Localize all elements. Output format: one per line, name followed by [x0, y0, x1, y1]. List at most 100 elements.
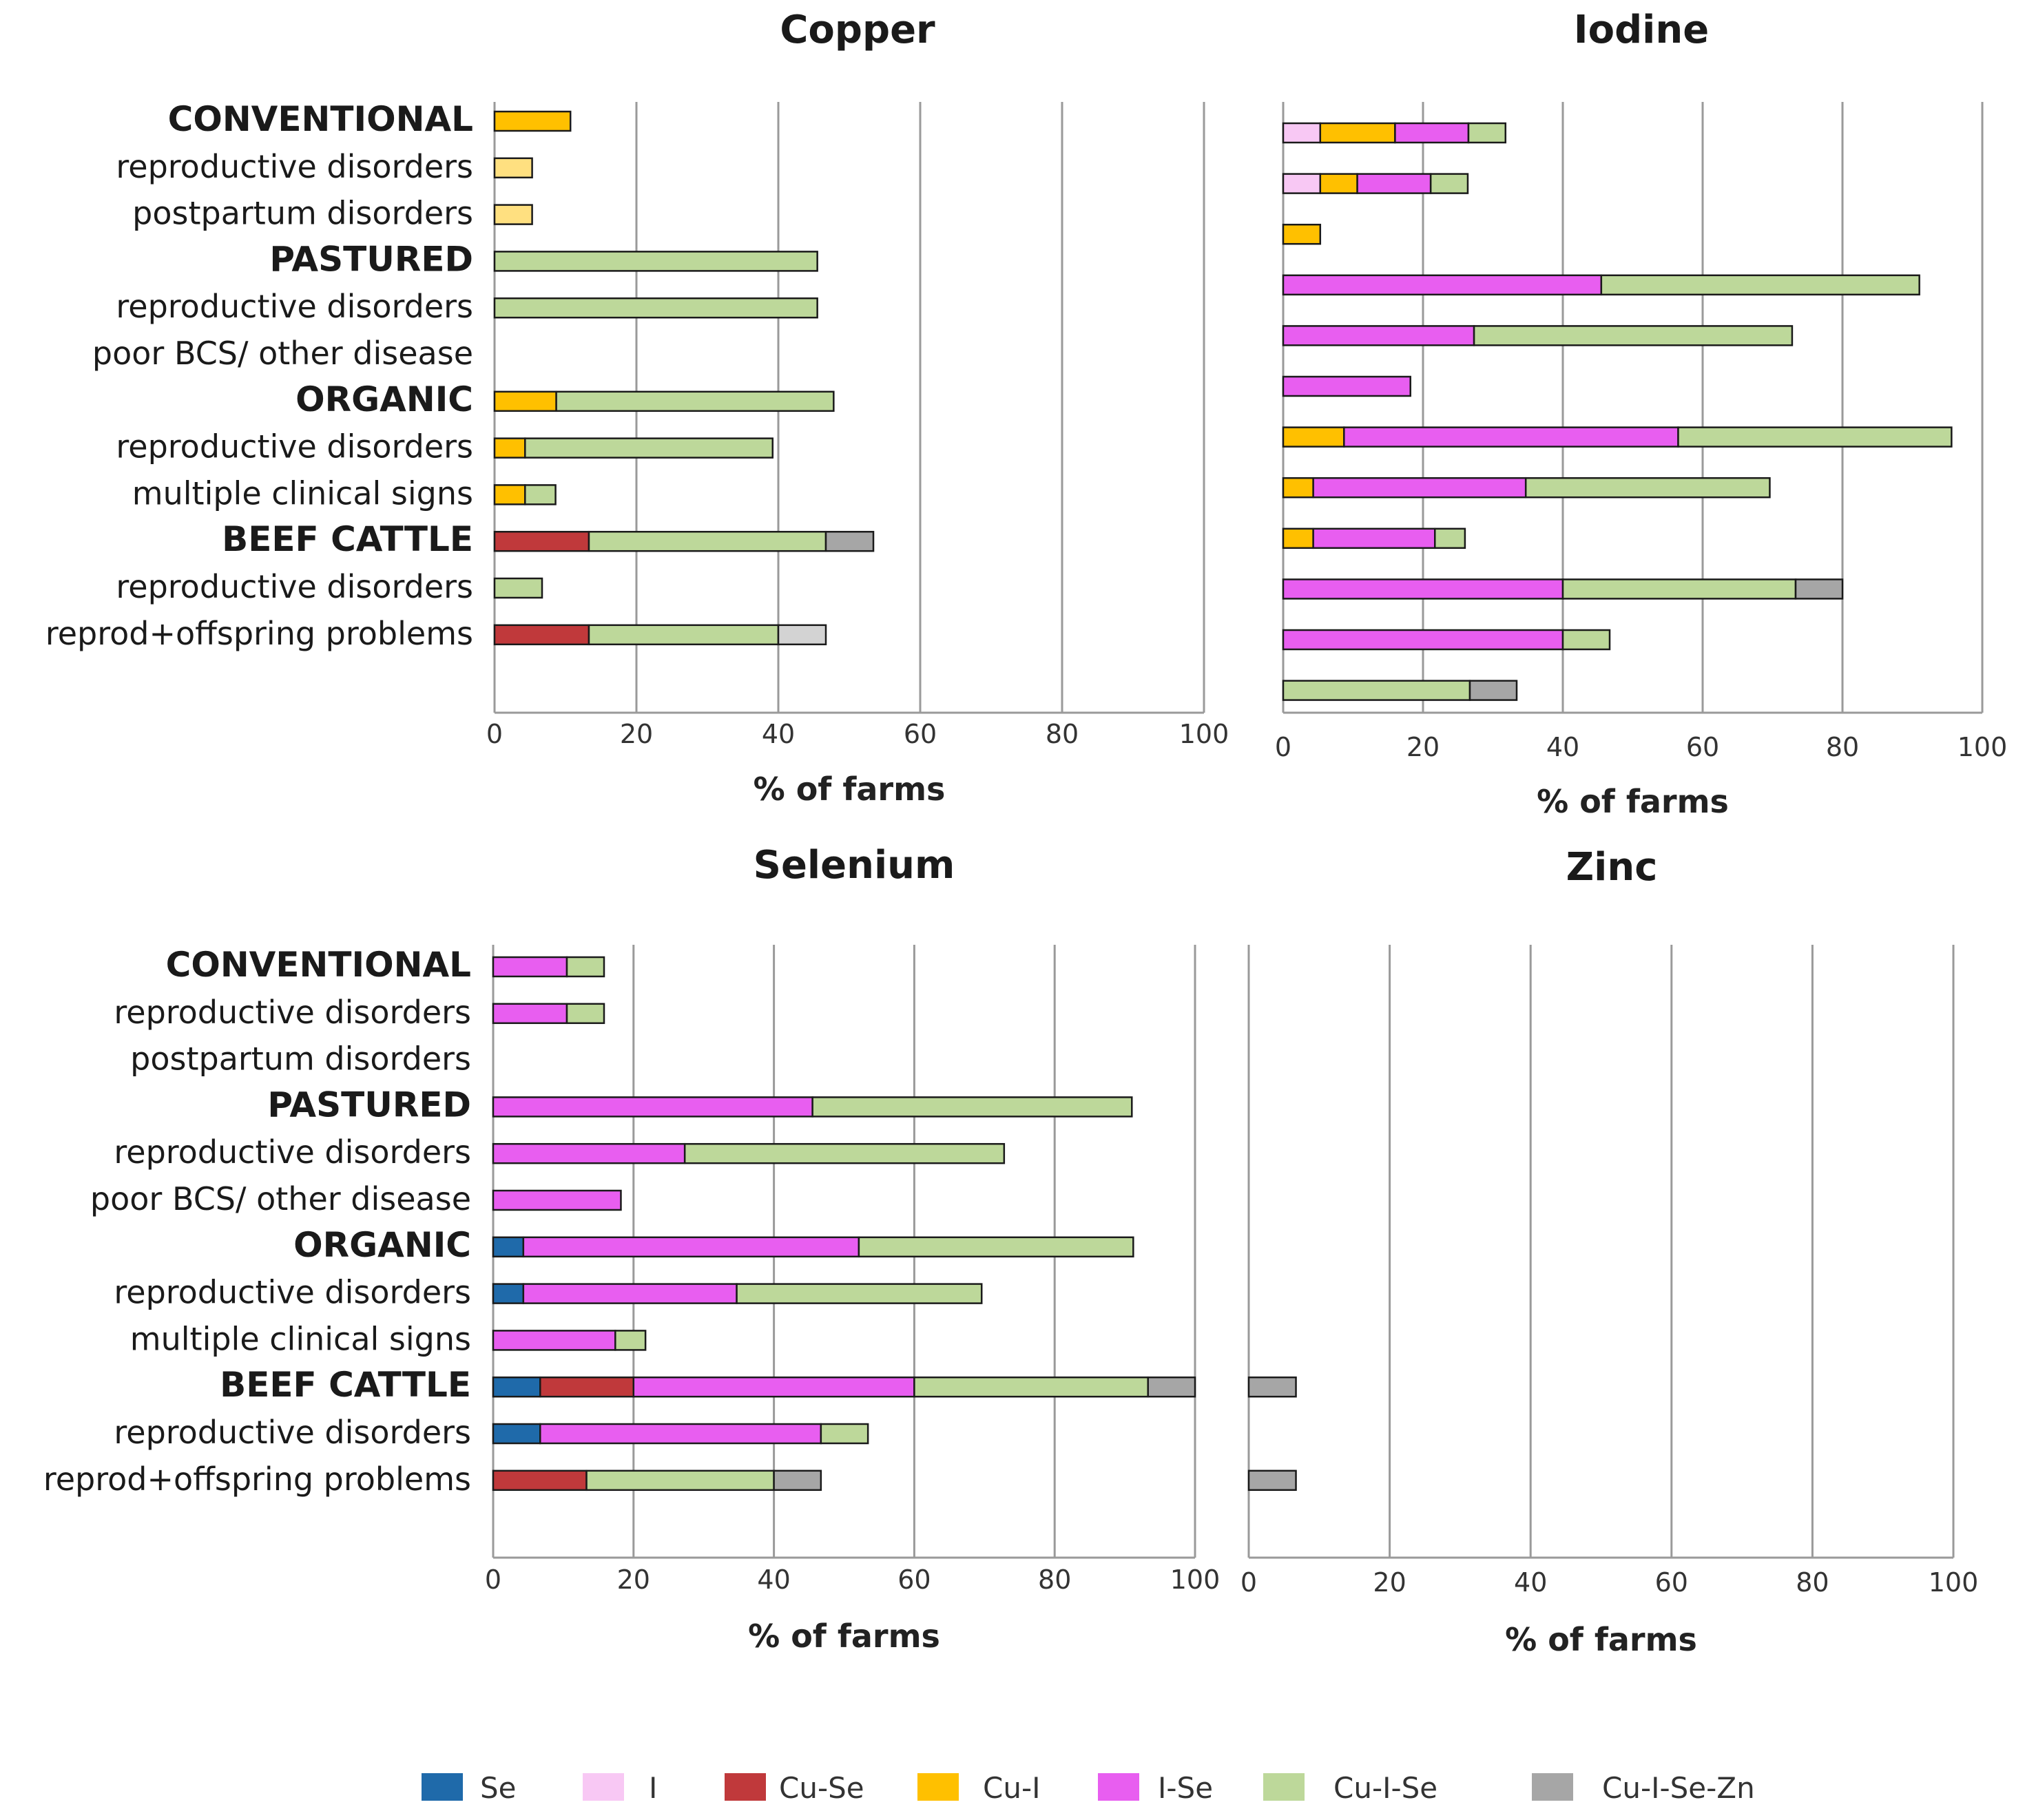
tick-label-iodine-60: 60 — [1686, 732, 1719, 762]
panel-zinc: Zinc 0 20 40 60 80 100 % of farms — [1240, 845, 1978, 1658]
tick-label-copper-0: 0 — [486, 719, 503, 749]
tick-label-zinc-20: 20 — [1373, 1567, 1406, 1598]
bar-iodine-9-cu-i-se — [1561, 578, 1797, 600]
bar-selenium-11-cu-se — [492, 1469, 588, 1492]
bar-iodine-1-cu-i-se — [1429, 173, 1469, 194]
bar-iodine-1-cu-i — [1319, 173, 1358, 194]
category-label-selenium-2: postpartum disorders — [130, 1040, 471, 1078]
bar-copper-11-cu-i-se-zn — [777, 624, 827, 646]
tick-label-iodine-100: 100 — [1958, 732, 2008, 762]
legend-swatch-cu-se — [725, 1773, 766, 1801]
tick-label-copper-100: 100 — [1179, 719, 1229, 749]
bar-copper-7-cu-i-se — [524, 437, 774, 459]
bar-iodine-10-cu-i-se — [1561, 629, 1611, 651]
bar-selenium-7-i-se — [522, 1283, 738, 1304]
bar-iodine-11-cu-i-se — [1282, 680, 1471, 701]
bar-copper-9-cu-se — [493, 530, 590, 552]
category-label-selenium-10: reproductive disorders — [114, 1414, 471, 1451]
bar-iodine-3-cu-i-se — [1600, 274, 1920, 296]
bar-selenium-10-cu-i-se — [820, 1423, 869, 1445]
legend-swatch-cu-i — [917, 1773, 959, 1801]
bar-selenium-3-cu-i-se — [811, 1096, 1133, 1118]
tick-label-selenium-20: 20 — [617, 1565, 650, 1595]
category-label-copper-9: BEEF CATTLE — [222, 519, 473, 559]
bar-selenium-4-i-se — [492, 1142, 686, 1164]
tick-label-iodine-40: 40 — [1546, 732, 1579, 762]
panel-title-zinc: Zinc — [1566, 845, 1658, 890]
bar-iodine-0-cu-i-se — [1467, 122, 1507, 144]
legend-label-i: I — [649, 1771, 657, 1805]
category-label-copper-11: reprod+offspring problems — [45, 615, 473, 652]
category-label-selenium-8: multiple clinical signs — [130, 1320, 471, 1357]
legend-swatch-i-se — [1098, 1773, 1139, 1801]
category-label-selenium-4: reproductive disorders — [114, 1133, 471, 1171]
bar-selenium-7-cu-i-se — [736, 1283, 983, 1304]
bar-copper-9-cu-i-se — [588, 530, 827, 552]
legend-label-se: Se — [480, 1771, 517, 1805]
bar-copper-8-cu-i-se — [524, 484, 557, 505]
category-label-copper-2: postpartum disorders — [132, 195, 473, 232]
category-label-copper-10: reproductive disorders — [116, 568, 473, 605]
bar-selenium-6-cu-i-se — [858, 1236, 1134, 1258]
bar-iodine-9-i-se — [1282, 578, 1564, 600]
panel-title-iodine: Iodine — [1574, 8, 1709, 52]
category-label-copper-6: ORGANIC — [295, 379, 473, 419]
panel-selenium: Selenium 0 20 40 60 80 100 % of farms CONVENTION… — [43, 843, 1220, 1655]
bar-iodine-7-i-se — [1312, 477, 1527, 499]
panel-iodine: Iodine 0 20 40 60 80 100 % of farms — [1275, 8, 2007, 820]
bar-iodine-6-cu-i — [1282, 426, 1345, 448]
category-label-copper-1: reproductive disorders — [116, 148, 473, 185]
x-axis-label-zinc: % of farms — [1505, 1621, 1697, 1658]
tick-label-zinc-80: 80 — [1796, 1567, 1829, 1598]
bar-copper-6-cu-i-se — [555, 390, 835, 412]
bar-copper-7-cu-i — [493, 437, 526, 459]
category-label-selenium-7: reproductive disorders — [114, 1274, 471, 1311]
tick-label-zinc-100: 100 — [1929, 1567, 1979, 1598]
bar-copper-8-cu-i — [493, 484, 526, 505]
tick-label-iodine-20: 20 — [1406, 732, 1440, 762]
bar-copper-4-cu-i-se — [493, 297, 818, 319]
category-label-copper-3: PASTURED — [269, 239, 473, 279]
tick-label-copper-80: 80 — [1046, 719, 1079, 749]
legend-label-cu-i-se: Cu-I-Se — [1333, 1771, 1437, 1805]
legend: Se I Cu-Se Cu-I I-Se Cu-I-Se Cu-I-Se-Zn — [422, 1771, 1755, 1805]
bar-iodine-7-cu-i-se — [1524, 477, 1771, 499]
bar-selenium-9-i-se — [632, 1376, 915, 1398]
x-axis-label-selenium: % of farms — [748, 1618, 940, 1655]
bar-iodine-11-cu-i-se-zn — [1468, 680, 1518, 701]
bar-iodine-8-i-se — [1312, 527, 1436, 550]
bar-selenium-7-se — [492, 1283, 525, 1304]
tick-label-zinc-60: 60 — [1655, 1567, 1688, 1598]
x-axis-label-iodine: % of farms — [1537, 783, 1729, 820]
category-label-selenium-9: BEEF CATTLE — [220, 1365, 471, 1405]
bar-iodine-10-i-se — [1282, 629, 1564, 651]
bar-zinc-11-cu-i-se-zn — [1247, 1469, 1297, 1492]
legend-swatch-cu-i-se-zn — [1532, 1773, 1573, 1801]
legend-label-cu-i: Cu-I — [983, 1771, 1041, 1805]
bar-selenium-1-i-se — [492, 1003, 568, 1025]
legend-label-cu-se: Cu-Se — [779, 1771, 864, 1805]
panel-copper: Copper 0 20 40 60 80 100 % of farms CONVENTIONAL… — [45, 8, 1229, 808]
tick-label-zinc-40: 40 — [1514, 1567, 1547, 1598]
category-label-selenium-1: reproductive disorders — [114, 994, 471, 1031]
bar-selenium-3-i-se — [492, 1096, 813, 1118]
legend-label-cu-i-se-zn: Cu-I-Se-Zn — [1602, 1771, 1755, 1805]
category-label-selenium-6: ORGANIC — [293, 1225, 471, 1265]
bar-copper-3-cu-i-se — [493, 251, 818, 272]
category-label-copper-7: reproductive disorders — [116, 428, 473, 466]
bar-iodine-0-i — [1282, 122, 1322, 144]
tick-label-copper-40: 40 — [762, 719, 795, 749]
tick-label-selenium-0: 0 — [485, 1565, 501, 1595]
bar-iodine-8-cu-i — [1282, 527, 1314, 550]
category-label-selenium-3: PASTURED — [267, 1085, 471, 1125]
tick-label-selenium-100: 100 — [1170, 1565, 1221, 1595]
legend-label-i-se: I-Se — [1158, 1771, 1213, 1805]
bar-copper-6-cu-i — [493, 390, 557, 412]
bar-selenium-9-cu-i-se — [913, 1376, 1149, 1398]
bar-selenium-0-cu-i-se — [565, 956, 605, 978]
bar-copper-2-cu-i — [493, 204, 533, 225]
tick-label-selenium-80: 80 — [1038, 1565, 1071, 1595]
panel-title-copper: Copper — [780, 8, 935, 52]
bar-selenium-6-i-se — [522, 1236, 860, 1258]
